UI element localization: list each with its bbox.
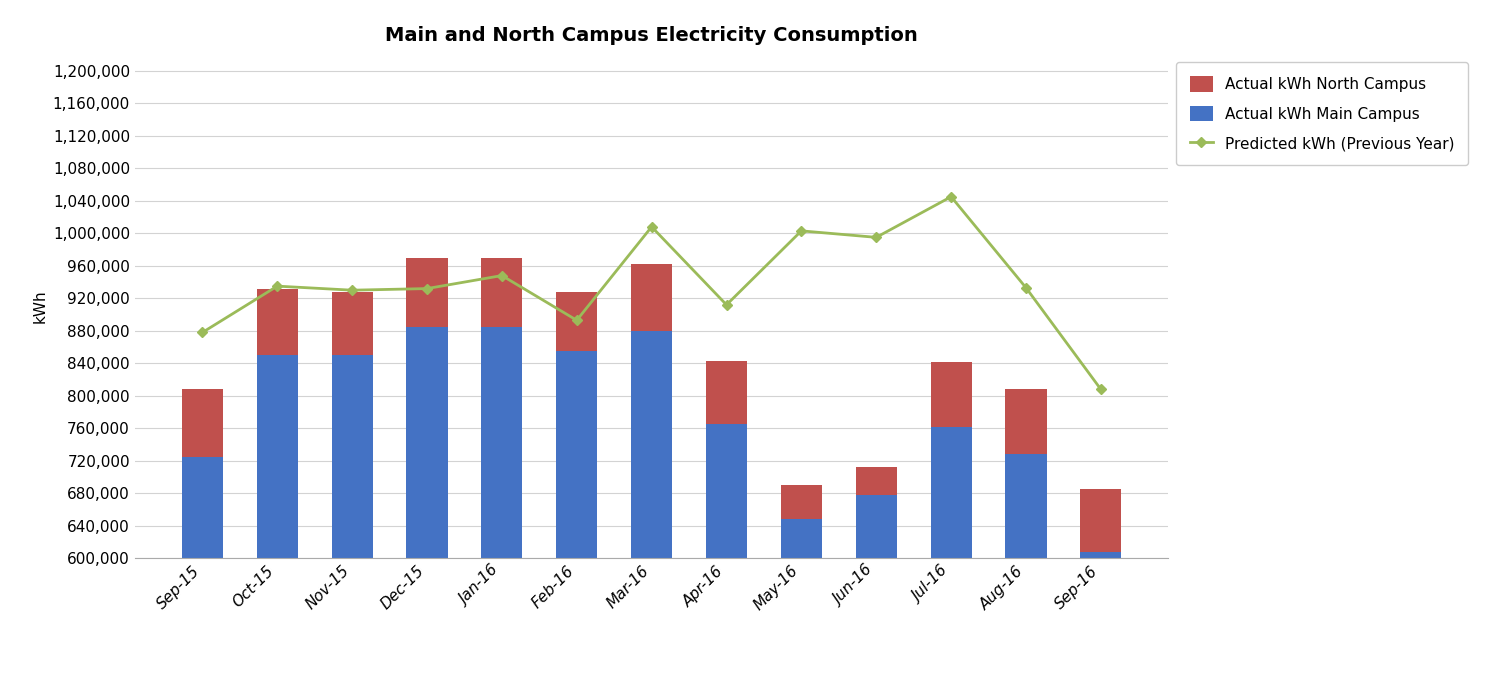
Bar <box>855 466 897 495</box>
Bar <box>930 362 972 427</box>
Predicted kWh (Previous Year) <box>942 193 960 201</box>
Predicted kWh (Previous Year) <box>1017 284 1035 292</box>
Line: Predicted kWh (Previous Year): Predicted kWh (Previous Year) <box>199 193 1104 393</box>
Predicted kWh (Previous Year) <box>867 234 885 242</box>
Bar <box>780 520 822 681</box>
Predicted kWh (Previous Year) <box>1092 385 1110 394</box>
Bar <box>556 351 598 681</box>
Bar <box>855 495 897 681</box>
Bar <box>481 327 523 681</box>
Bar <box>406 327 448 681</box>
Bar <box>481 257 523 327</box>
Bar <box>406 257 448 327</box>
Predicted kWh (Previous Year) <box>268 282 286 290</box>
Bar <box>930 427 972 681</box>
Bar <box>1005 390 1047 454</box>
Bar <box>780 486 822 520</box>
Predicted kWh (Previous Year) <box>193 328 211 336</box>
Bar <box>706 424 748 681</box>
Predicted kWh (Previous Year) <box>343 286 361 294</box>
Bar <box>1005 454 1047 681</box>
Bar <box>1080 552 1122 681</box>
Y-axis label: kWh: kWh <box>31 289 46 323</box>
Predicted kWh (Previous Year) <box>493 272 511 280</box>
Predicted kWh (Previous Year) <box>568 316 586 324</box>
Bar <box>256 355 298 681</box>
Bar <box>181 390 223 457</box>
Bar <box>331 355 373 681</box>
Predicted kWh (Previous Year) <box>718 301 736 309</box>
Bar <box>706 361 748 424</box>
Bar <box>556 292 598 351</box>
Legend: Actual kWh North Campus, Actual kWh Main Campus, Predicted kWh (Previous Year): Actual kWh North Campus, Actual kWh Main… <box>1176 62 1468 165</box>
Predicted kWh (Previous Year) <box>418 285 436 293</box>
Bar <box>181 457 223 681</box>
Bar <box>631 264 673 331</box>
Bar <box>1080 488 1122 552</box>
Predicted kWh (Previous Year) <box>792 227 810 235</box>
Bar <box>631 331 673 681</box>
Predicted kWh (Previous Year) <box>643 223 661 231</box>
Title: Main and North Campus Electricity Consumption: Main and North Campus Electricity Consum… <box>385 26 918 44</box>
Bar <box>256 289 298 355</box>
Bar <box>331 292 373 355</box>
